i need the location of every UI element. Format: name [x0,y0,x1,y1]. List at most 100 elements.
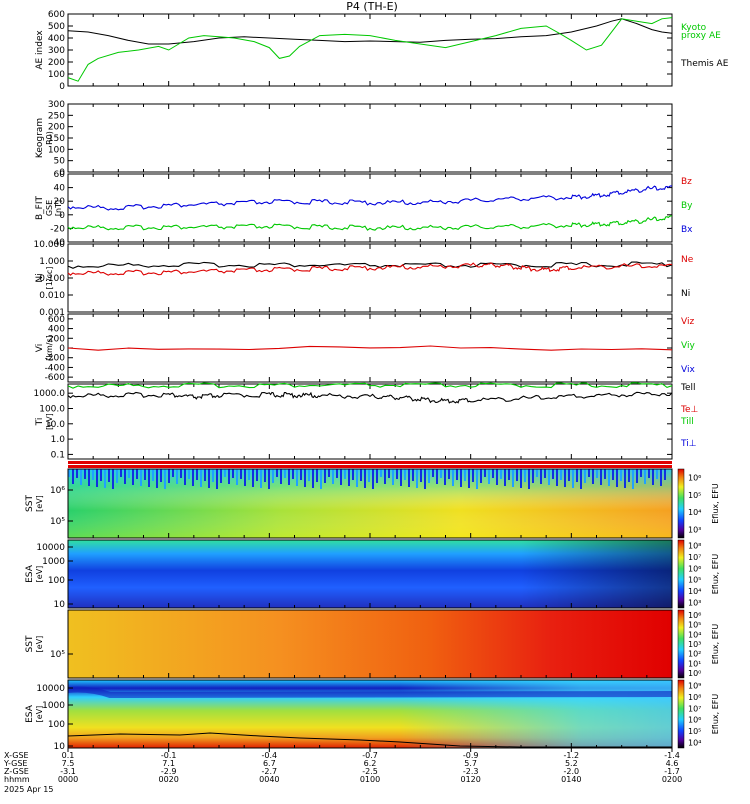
stripe [204,469,206,481]
stripe [304,469,306,487]
stripe [172,469,174,477]
stripe [432,469,434,477]
series-themis-ae [67,18,673,45]
series-by [67,215,673,231]
y-tick-label: 10⁵ [50,517,65,527]
stripe [268,469,270,489]
orbit-row-label: Y-GSE [3,759,27,768]
stripe [420,469,422,482]
colorbar [677,609,685,679]
colorbar-tick-label: 10¹ [688,659,701,668]
stripe [568,469,570,481]
colorbar-tick-label: 10⁴ [688,630,701,639]
orbit-time-value: 0200 [662,775,682,784]
stripe [180,469,182,478]
stripe [388,469,390,478]
colorbar-tick-label: 10⁵ [688,576,701,585]
stripe [108,469,110,482]
stripe [260,469,262,488]
y-tick-label: 10000 [36,684,65,694]
y-axis-label-2: [1/cc] [45,267,54,290]
stripe [288,469,290,485]
colorbar-label: Eflux, EFU [711,694,720,735]
stripe [484,469,486,477]
y-tick-label: 500 [48,22,65,32]
separator-bar-2 [68,465,672,468]
stripe [248,469,250,480]
y-tick-label: 1000 [42,701,65,711]
stripe [512,469,514,487]
stripe [624,469,626,488]
stripe [300,469,302,480]
stripe [408,469,410,487]
colorbar-tick-label: 10² [688,650,701,659]
y-tick-label: 100 [48,70,65,80]
y-tick-label: 0 [59,211,65,221]
stripe [276,469,278,477]
separator-bar [68,461,672,464]
stripe [476,469,478,489]
stripe [252,469,254,487]
spectrogram-overlay [68,540,672,608]
y-tick-label: 10 [54,742,66,752]
y-axis-label: ESA [25,564,35,583]
stripe [664,469,666,480]
y-axis-label-2: [km/s] [45,335,54,361]
stripe [464,469,466,481]
orbit-y-value: 7.1 [162,759,175,768]
stripe [588,469,590,477]
stripe [348,469,350,486]
stripe [440,469,442,478]
stripe [104,469,106,488]
stripe [548,469,550,485]
orbit-z-value: -2.0 [564,767,580,776]
colorbar-label: Eflux, EFU [711,624,720,665]
stripe [564,469,566,487]
stripe [504,469,506,486]
stripe [328,469,330,477]
stripe [280,469,282,484]
stripe [648,469,650,478]
spectrogram-sst_ion: 10⁵ 10⁶ SST [eV] 10³ 10⁴ 10⁵ 10⁶ Eflux, EFU [25,468,720,539]
legend-item: Kyoto [681,23,707,33]
legend-item: Ti⊥ [680,439,697,449]
stripe [416,469,418,488]
y-axis-label: Ni [35,273,45,282]
y-axis-label: Vi [35,344,45,352]
stripe [604,469,606,479]
stripe [308,469,310,481]
stripe [660,469,662,486]
series-ti [67,391,673,404]
panel-ti: 0.1 1.0 10.0 100.0 1000.0 Ti [eV] Tell Te⊥ Till Ti… [34,382,699,460]
y-tick-label: -600 [45,373,66,383]
y-tick-label: 50 [54,157,66,167]
stripe [532,469,534,483]
stripe [540,469,542,484]
colorbar-tick-label: 10⁵ [688,491,701,500]
legend-item: Bz [681,177,692,187]
colorbar-tick-label: 10⁷ [688,553,701,562]
stripe [356,469,358,487]
stripe [612,469,614,480]
colorbar-tick-label: 10⁹ [688,682,701,691]
stripe [496,469,498,485]
y-tick-label: 10.0 [45,420,65,430]
legend-item: Ne [681,255,694,265]
colorbar-tick-label: 10⁸ [688,542,701,551]
y-tick-label: 0 [59,82,65,92]
orbit-z-value: -2.5 [362,767,378,776]
orbit-y-value: 5.7 [464,759,477,768]
orbit-y-value: 6.7 [263,759,276,768]
y-tick-label: 0 [59,344,65,354]
stripe [240,469,242,479]
stripe [124,469,126,484]
stripe [76,469,78,478]
orbit-row-label: hhmm [4,775,30,784]
stripe [392,469,394,485]
stripe [88,469,90,486]
orbit-y-value: 6.2 [364,759,377,768]
